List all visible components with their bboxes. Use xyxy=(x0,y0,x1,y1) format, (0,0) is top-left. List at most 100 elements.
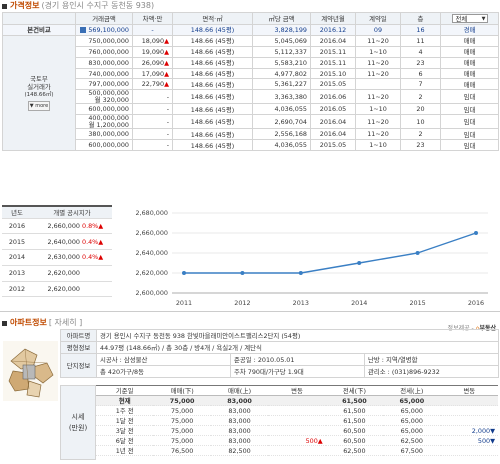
deal-type: 매매 xyxy=(440,78,499,91)
y-tick-label: 2,640,000 xyxy=(135,249,168,257)
price-row[interactable]: 830,000,000 26,090▲ 148.66 (45평) 5,583,210 2… xyxy=(3,56,499,69)
deal-floor: 7 xyxy=(400,78,441,91)
deal-price: 750,000,000 xyxy=(75,34,133,47)
detail-link[interactable]: [ 자세히 ] xyxy=(48,318,83,327)
hist-col-header: 전세(下) xyxy=(325,385,384,396)
type-filter-select[interactable]: 전체 xyxy=(451,14,488,23)
compare-type: 경매 xyxy=(440,24,499,36)
price-row[interactable]: 380,000,000-148.66 (45평) 2,556,168 2016.04… xyxy=(3,128,499,141)
col-price: 거래금액 xyxy=(75,12,133,25)
data-point xyxy=(182,271,186,275)
pub-year: 2014 xyxy=(2,249,32,266)
deal-unit: 5,112,337 xyxy=(252,45,311,58)
compare-floor: 16 xyxy=(400,24,441,36)
section-bullet-icon xyxy=(2,3,7,9)
floorplan-image[interactable] xyxy=(3,341,58,401)
deal-area: 148.66 (45평) xyxy=(172,128,253,141)
info-provider: 정보제공 - ⌂부동산 xyxy=(447,325,496,332)
deal-type: 매매 xyxy=(440,34,499,47)
hist-g xyxy=(440,405,498,416)
deal-floor: 20 xyxy=(400,103,441,116)
hist-e: 62,500 xyxy=(325,445,384,456)
price-row[interactable]: 797,000,000 22,790▲ 148.66 (45평) 5,361,227 2… xyxy=(3,78,499,91)
hist-a: 75,000 xyxy=(153,415,211,426)
deal-day: 11~20 xyxy=(355,114,401,130)
more-button[interactable]: ▼ more xyxy=(27,100,51,111)
price-diff: - xyxy=(132,128,173,141)
hist-f: 65,000 xyxy=(383,425,441,436)
deal-ym: 2016.04 xyxy=(310,128,356,141)
hist-d: 6달 전 xyxy=(96,435,154,446)
apt-name-label: 아파트명 xyxy=(60,329,97,342)
price-diff: 18,090▲ xyxy=(132,34,173,47)
hist-g: 2,000▼ xyxy=(440,425,498,436)
deal-day: 11~20 xyxy=(355,34,401,47)
price-diff: - xyxy=(132,139,173,152)
price-row[interactable]: 760,000,000 19,090▲ 148.66 (45평) 5,112,337 2… xyxy=(3,45,499,58)
deal-unit: 4,036,055 xyxy=(252,139,311,152)
up-arrow-icon: ▲ xyxy=(164,80,169,89)
price-row[interactable]: 600,000,000-148.66 (45평) 4,036,055 2015.05… xyxy=(3,139,499,152)
data-point xyxy=(357,261,362,265)
deal-day: 1~10 xyxy=(355,103,401,116)
col-public-price: 개별 공시지가 xyxy=(32,205,112,219)
deal-price: 740,000,000 xyxy=(75,67,133,80)
house-icon: ⌂ xyxy=(475,325,480,332)
hist-e: 61,500 xyxy=(325,415,384,426)
deal-floor: 2 xyxy=(400,128,441,141)
price-row[interactable]: 600,000,000-148.66 (45평) 4,036,055 2016.05… xyxy=(3,103,499,116)
market-price-label: 시세 (만원) xyxy=(60,385,96,460)
x-tick-label: 2013 xyxy=(293,299,309,307)
deal-floor: 23 xyxy=(400,139,441,152)
hist-f: 65,000 xyxy=(383,395,441,406)
price-row[interactable]: 국토부 실거래가 (148.66㎡) ▼ more 750,000,000 18,090▲… xyxy=(2,34,499,152)
price-row[interactable]: 740,000,000 17,090▲ 148.66 (45평) 4,977,802 2… xyxy=(3,67,499,80)
deal-unit: 4,036,055 xyxy=(252,103,311,116)
compare-area: 148.66 (45평) xyxy=(172,24,253,36)
history-row: 6달 전 75,000 83,000 500▲ 60,500 62,500 500▼ xyxy=(96,435,498,446)
price-row[interactable]: 500,000,000 월 320,000-148.66 (45평) 3,363,3… xyxy=(3,89,499,105)
public-price-row: 2012 2,620,000 xyxy=(2,281,112,298)
deal-day: 11~20 xyxy=(355,67,401,80)
col-area: 면적·㎡ xyxy=(172,12,253,25)
hist-g xyxy=(440,445,498,456)
compare-ym: 2016.12 xyxy=(310,24,356,36)
hist-e: 61,500 xyxy=(325,395,384,406)
hist-d: 1년 전 xyxy=(96,445,154,456)
hist-col-header: 기준일 xyxy=(96,385,154,396)
compare-label: 본건비교 xyxy=(2,24,76,36)
compare-checkbox[interactable] xyxy=(80,26,87,33)
deal-ym: 2015.11 xyxy=(310,56,356,69)
deal-price: 600,000,000 xyxy=(75,139,133,152)
household-info: 총 420가구/8동 xyxy=(96,365,231,378)
deal-type: 임대 xyxy=(440,139,499,152)
hist-b: 83,000 xyxy=(210,405,269,416)
price-row[interactable]: 400,000,000 월 1,200,000-148.66 (45평) 2,690… xyxy=(3,114,499,130)
up-arrow-icon: ▲ xyxy=(98,221,104,230)
col-unit-price: ㎡당 금액 xyxy=(252,12,311,25)
land-price-chart: 2,680,000 2,660,000 2,640,000 2,620,000 2,60… xyxy=(135,209,488,307)
apt-name-value: 경기 용인시 수지구 동천동 938 한빛마을래미안이스트팰리스2단지 (54평… xyxy=(95,329,500,342)
history-row: 1년 전 76,500 82,500 62,500 67,500 xyxy=(96,445,498,456)
hist-e: 60,500 xyxy=(325,425,384,436)
deal-day: 11~20 xyxy=(355,128,401,141)
price-diff: - xyxy=(132,103,173,116)
deal-ym: 2016.04 xyxy=(310,34,356,47)
deal-type: 임대 xyxy=(440,128,499,141)
col-year: 년도 xyxy=(2,205,32,219)
apartment-info-table: 아파트명 경기 용인시 수지구 동천동 938 한빛마을래미안이스트팰리스2단지… xyxy=(60,329,500,378)
hist-col-header: 변동 xyxy=(440,385,498,396)
deal-area: 148.66 (45평) xyxy=(172,114,253,130)
hist-col-header: 전세(上) xyxy=(383,385,441,396)
pub-price: 2,660,000 xyxy=(32,218,82,235)
hist-a: 75,000 xyxy=(153,395,211,406)
deal-day xyxy=(355,78,401,91)
deal-unit: 5,583,210 xyxy=(252,56,311,69)
deal-ym: 2015.05 xyxy=(310,78,356,91)
up-arrow-icon: ▲ xyxy=(98,253,104,262)
y-tick-label: 2,620,000 xyxy=(135,269,168,277)
series-line xyxy=(184,232,477,274)
compare-price: 569,100,000 xyxy=(88,25,129,34)
deal-unit: 5,361,227 xyxy=(252,78,311,91)
pub-price: 2,620,000 xyxy=(32,265,82,282)
